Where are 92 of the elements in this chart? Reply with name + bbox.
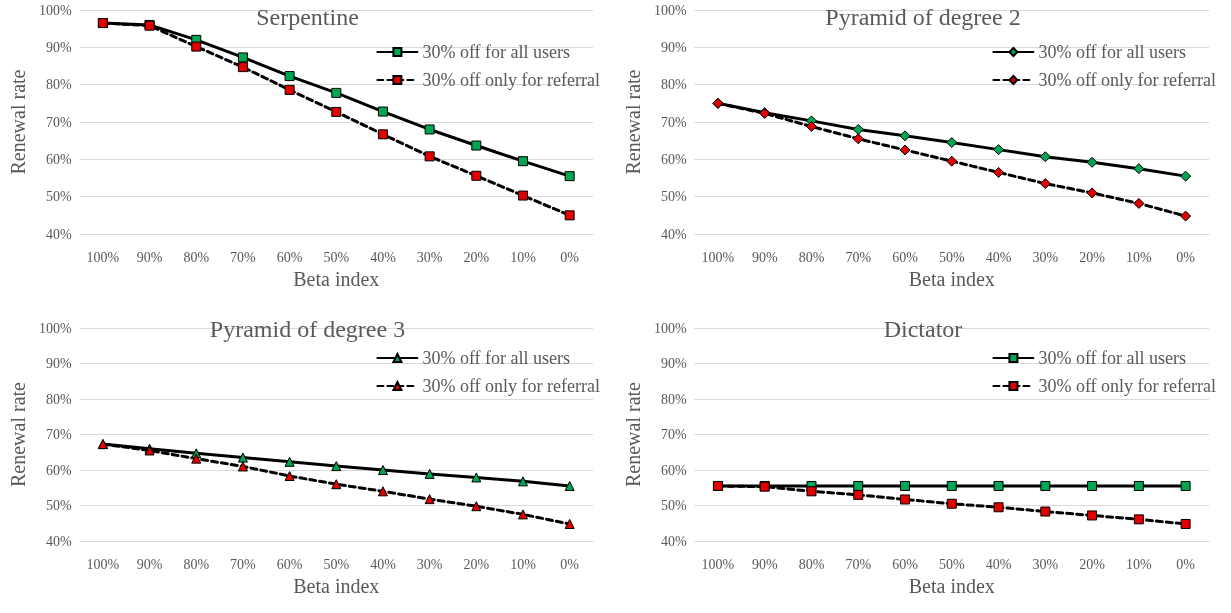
legend-label: 30% off for all users xyxy=(422,348,571,368)
y-tick-label: 50% xyxy=(660,498,687,513)
x-tick-label: 80% xyxy=(798,556,825,572)
chart-title: Pyramid of degree 3 xyxy=(209,316,406,342)
x-tick-label: 80% xyxy=(798,249,825,265)
legend-label: 30% off for all users xyxy=(1038,42,1187,62)
chart-title: Serpentine xyxy=(256,4,359,30)
y-tick-label: 40% xyxy=(45,226,72,242)
x-tick-label: 100% xyxy=(86,556,120,572)
y-axis-title: Renewal rate xyxy=(7,381,29,487)
x-tick-label: 60% xyxy=(276,249,303,265)
y-tick-label: 60% xyxy=(45,462,72,478)
x-tick-label: 0% xyxy=(560,249,580,265)
y-tick-label: 50% xyxy=(45,498,72,513)
y-tick-label: 60% xyxy=(660,462,687,478)
y-tick-label: 100% xyxy=(38,320,72,336)
y-tick-label: 80% xyxy=(660,77,687,93)
x-tick-label: 70% xyxy=(845,556,872,572)
y-tick-label: 60% xyxy=(45,151,72,167)
x-tick-label: 30% xyxy=(1032,249,1059,265)
x-tick-label: 60% xyxy=(892,556,919,572)
x-tick-label: 80% xyxy=(183,556,210,572)
x-tick-label: 70% xyxy=(230,556,257,572)
legend-label: 30% off only for referral xyxy=(422,70,600,90)
y-tick-label: 100% xyxy=(38,2,72,18)
x-tick-label: 70% xyxy=(230,249,257,265)
y-axis-title: Renewal rate xyxy=(622,381,644,487)
x-tick-label: 90% xyxy=(136,249,163,265)
y-tick-label: 100% xyxy=(653,2,687,18)
x-tick-label: 100% xyxy=(86,249,120,265)
x-tick-label: 90% xyxy=(751,249,778,265)
y-tick-label: 80% xyxy=(45,77,72,93)
x-tick-label: 20% xyxy=(1079,556,1106,572)
legend-label: 30% off for all users xyxy=(1038,348,1187,368)
x-tick-label: 60% xyxy=(892,249,919,265)
x-tick-label: 90% xyxy=(136,556,163,572)
x-tick-label: 0% xyxy=(560,556,580,572)
y-tick-label: 70% xyxy=(660,114,687,130)
x-tick-label: 10% xyxy=(510,556,537,572)
x-tick-label: 100% xyxy=(701,249,735,265)
legend-label: 30% off for all users xyxy=(422,42,571,62)
x-tick-label: 50% xyxy=(938,556,965,572)
x-tick-label: 50% xyxy=(938,249,965,265)
x-tick-label: 0% xyxy=(1176,556,1196,572)
x-tick-label: 50% xyxy=(323,556,350,572)
x-tick-label: 40% xyxy=(985,556,1012,572)
x-tick-label: 50% xyxy=(323,249,350,265)
y-tick-label: 70% xyxy=(660,427,687,442)
y-tick-label: 90% xyxy=(660,39,687,55)
y-tick-label: 70% xyxy=(45,114,72,130)
chart-title: Pyramid of degree 2 xyxy=(825,4,1021,30)
y-tick-label: 80% xyxy=(660,391,687,407)
y-axis-title: Renewal rate xyxy=(622,69,644,175)
y-tick-label: 90% xyxy=(45,39,72,55)
x-tick-label: 60% xyxy=(276,556,303,572)
legend-label: 30% off only for referral xyxy=(422,376,600,396)
x-tick-label: 30% xyxy=(416,249,443,265)
legend-label: 30% off only for referral xyxy=(1038,70,1216,90)
x-tick-label: 20% xyxy=(463,249,490,265)
chart-title: Dictator xyxy=(883,316,963,342)
x-tick-label: 40% xyxy=(370,249,397,265)
legend-label: 30% off only for referral xyxy=(1038,376,1216,396)
y-tick-label: 60% xyxy=(660,151,687,167)
y-tick-label: 70% xyxy=(45,427,72,442)
x-tick-label: 20% xyxy=(1079,249,1106,265)
y-tick-label: 40% xyxy=(660,226,687,242)
x-axis-title: Beta index xyxy=(293,267,380,290)
y-tick-label: 100% xyxy=(653,320,687,336)
x-tick-label: 10% xyxy=(510,249,537,265)
x-axis-title: Beta index xyxy=(293,574,380,597)
y-tick-label: 90% xyxy=(45,356,72,371)
y-tick-label: 50% xyxy=(660,189,687,205)
x-tick-label: 20% xyxy=(463,556,490,572)
y-axis-title: Renewal rate xyxy=(7,69,29,175)
x-axis-title: Beta index xyxy=(908,574,995,597)
y-tick-label: 50% xyxy=(45,189,72,205)
x-tick-label: 100% xyxy=(701,556,735,572)
x-tick-label: 10% xyxy=(1126,556,1153,572)
y-tick-label: 40% xyxy=(45,533,72,549)
x-tick-label: 90% xyxy=(751,556,778,572)
y-tick-label: 90% xyxy=(660,356,687,371)
x-tick-label: 40% xyxy=(985,249,1012,265)
x-tick-label: 40% xyxy=(370,556,397,572)
x-axis-title: Beta index xyxy=(908,267,995,290)
x-tick-label: 80% xyxy=(183,249,210,265)
x-tick-label: 70% xyxy=(845,249,872,265)
x-tick-label: 30% xyxy=(416,556,443,572)
y-tick-label: 40% xyxy=(660,533,687,549)
x-tick-label: 30% xyxy=(1032,556,1059,572)
x-tick-label: 10% xyxy=(1126,249,1153,265)
x-tick-label: 0% xyxy=(1176,249,1196,265)
y-tick-label: 80% xyxy=(45,391,72,407)
